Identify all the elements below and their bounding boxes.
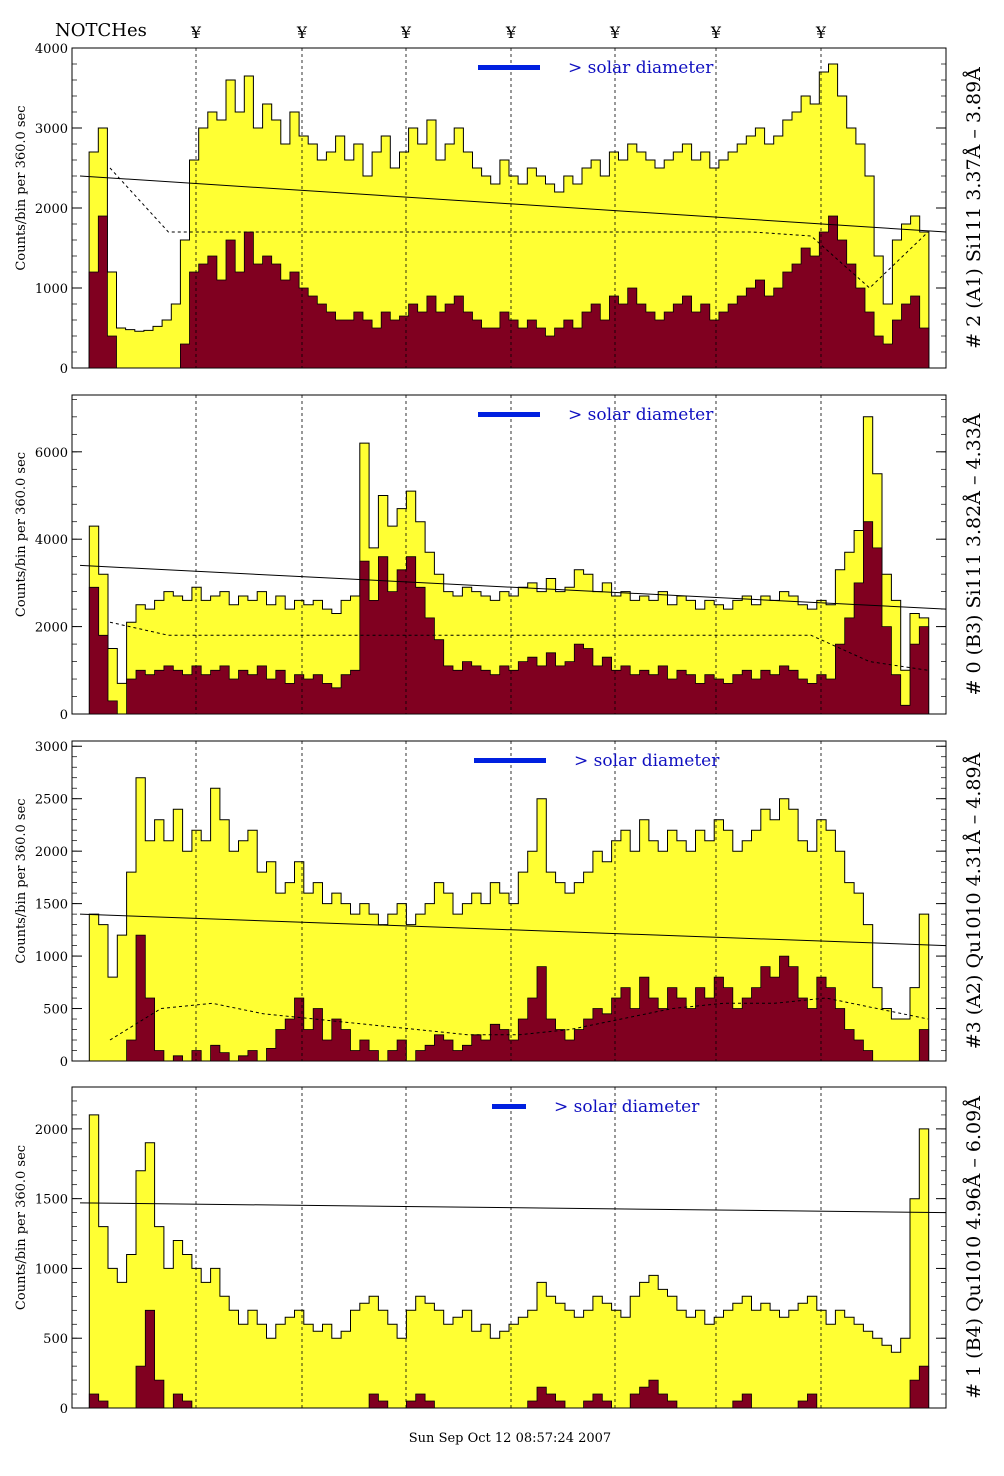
notch-marker-5: ¥ <box>609 23 621 42</box>
panel-1-model-curve <box>109 621 929 671</box>
panel-3-legend-text: > solar diameter <box>554 1097 700 1117</box>
panel-0-ytick-label-0: 0 <box>60 362 68 377</box>
panel-3-title: # 1 (B4) Qu1010 4.96Å – 6.09Å <box>963 1096 985 1399</box>
panel-0-legend-text: > solar diameter <box>568 58 714 78</box>
panel-3-series-total <box>80 1114 938 1409</box>
panel-1-ytick-label-2: 4000 <box>35 533 68 548</box>
notch-marker-2: ¥ <box>296 23 308 42</box>
panel-1-series-low <box>80 521 938 715</box>
panel-3-legend-swatch <box>492 1104 526 1109</box>
panel-3-ytick-label-0: 0 <box>60 1402 68 1417</box>
footer-timestamp: Sun Sep Oct 12 08:57:24 2007 <box>409 1431 611 1446</box>
panel-2-ytick-label-5: 2500 <box>35 793 68 808</box>
panel-3-ytick-label-2: 1000 <box>35 1262 68 1277</box>
panel-0-trend-line <box>79 175 947 233</box>
panel-1-legend-swatch <box>478 412 540 417</box>
panel-0-title: # 2 (A1) Si111 3.37Å – 3.89Å <box>963 67 985 349</box>
panel-3-ytick-label-4: 2000 <box>35 1123 68 1138</box>
panel-0-ytick-label-4: 4000 <box>35 42 68 57</box>
panel-1-legend-text: > solar diameter <box>568 405 714 425</box>
panel-0-ytick-label-3: 3000 <box>35 122 68 137</box>
panel-1-ytick-label-0: 0 <box>60 708 68 723</box>
panel-3-series-low <box>80 1309 938 1409</box>
panel-2-trend-line <box>79 913 947 947</box>
panel-1-title: # 0 (B3) Si111 3.82Å – 4.33Å <box>963 413 985 695</box>
panel-2-ytick-label-2: 1000 <box>35 950 68 965</box>
panel-0-ylabel: Counts/bin per 360.0 sec <box>14 105 29 270</box>
panel-2-model-curve <box>109 997 929 1041</box>
notch-marker-3: ¥ <box>400 23 412 42</box>
panel-3-trend-line <box>79 1202 947 1214</box>
notch-marker-7: ¥ <box>815 23 827 42</box>
panel-2-ytick-label-0: 0 <box>60 1055 68 1070</box>
panel-0-ytick-label-2: 2000 <box>35 202 68 217</box>
panel-2-ytick-label-3: 1500 <box>35 898 68 913</box>
panel-0-legend-swatch <box>478 65 540 70</box>
panel-1-ytick-label-1: 2000 <box>35 621 68 636</box>
panel-2-ylabel: Counts/bin per 360.0 sec <box>14 798 29 963</box>
panel-0-model-curve <box>109 167 929 289</box>
panel-1-ylabel: Counts/bin per 360.0 sec <box>14 452 29 617</box>
notch-marker-1: ¥ <box>190 23 202 42</box>
panel-1-series-total <box>80 416 938 715</box>
panel-2-ytick-label-4: 2000 <box>35 845 68 860</box>
panel-1-trend-line <box>79 564 947 610</box>
panel-0-ytick-label-1: 1000 <box>35 282 68 297</box>
panel-3-ytick-label-3: 1500 <box>35 1193 68 1208</box>
panel-2-ytick-label-6: 3000 <box>35 740 68 755</box>
panel-1-ytick-label-3: 6000 <box>35 446 68 461</box>
notches-label: NOTCHes <box>55 20 147 41</box>
panel-2-legend-swatch <box>474 758 546 763</box>
panel-2-ytick-label-1: 500 <box>43 1003 68 1018</box>
panel-2-legend-text: > solar diameter <box>574 751 720 771</box>
panel-3-ytick-label-1: 500 <box>43 1332 68 1347</box>
panel-2-title: #3 (A2) Qu1010 4.31Å – 4.89Å <box>963 752 985 1049</box>
panel-3-ylabel: Counts/bin per 360.0 sec <box>14 1145 29 1310</box>
notch-marker-6: ¥ <box>710 23 722 42</box>
notch-marker-4: ¥ <box>505 23 517 42</box>
panel-2-series-low <box>80 934 938 1062</box>
